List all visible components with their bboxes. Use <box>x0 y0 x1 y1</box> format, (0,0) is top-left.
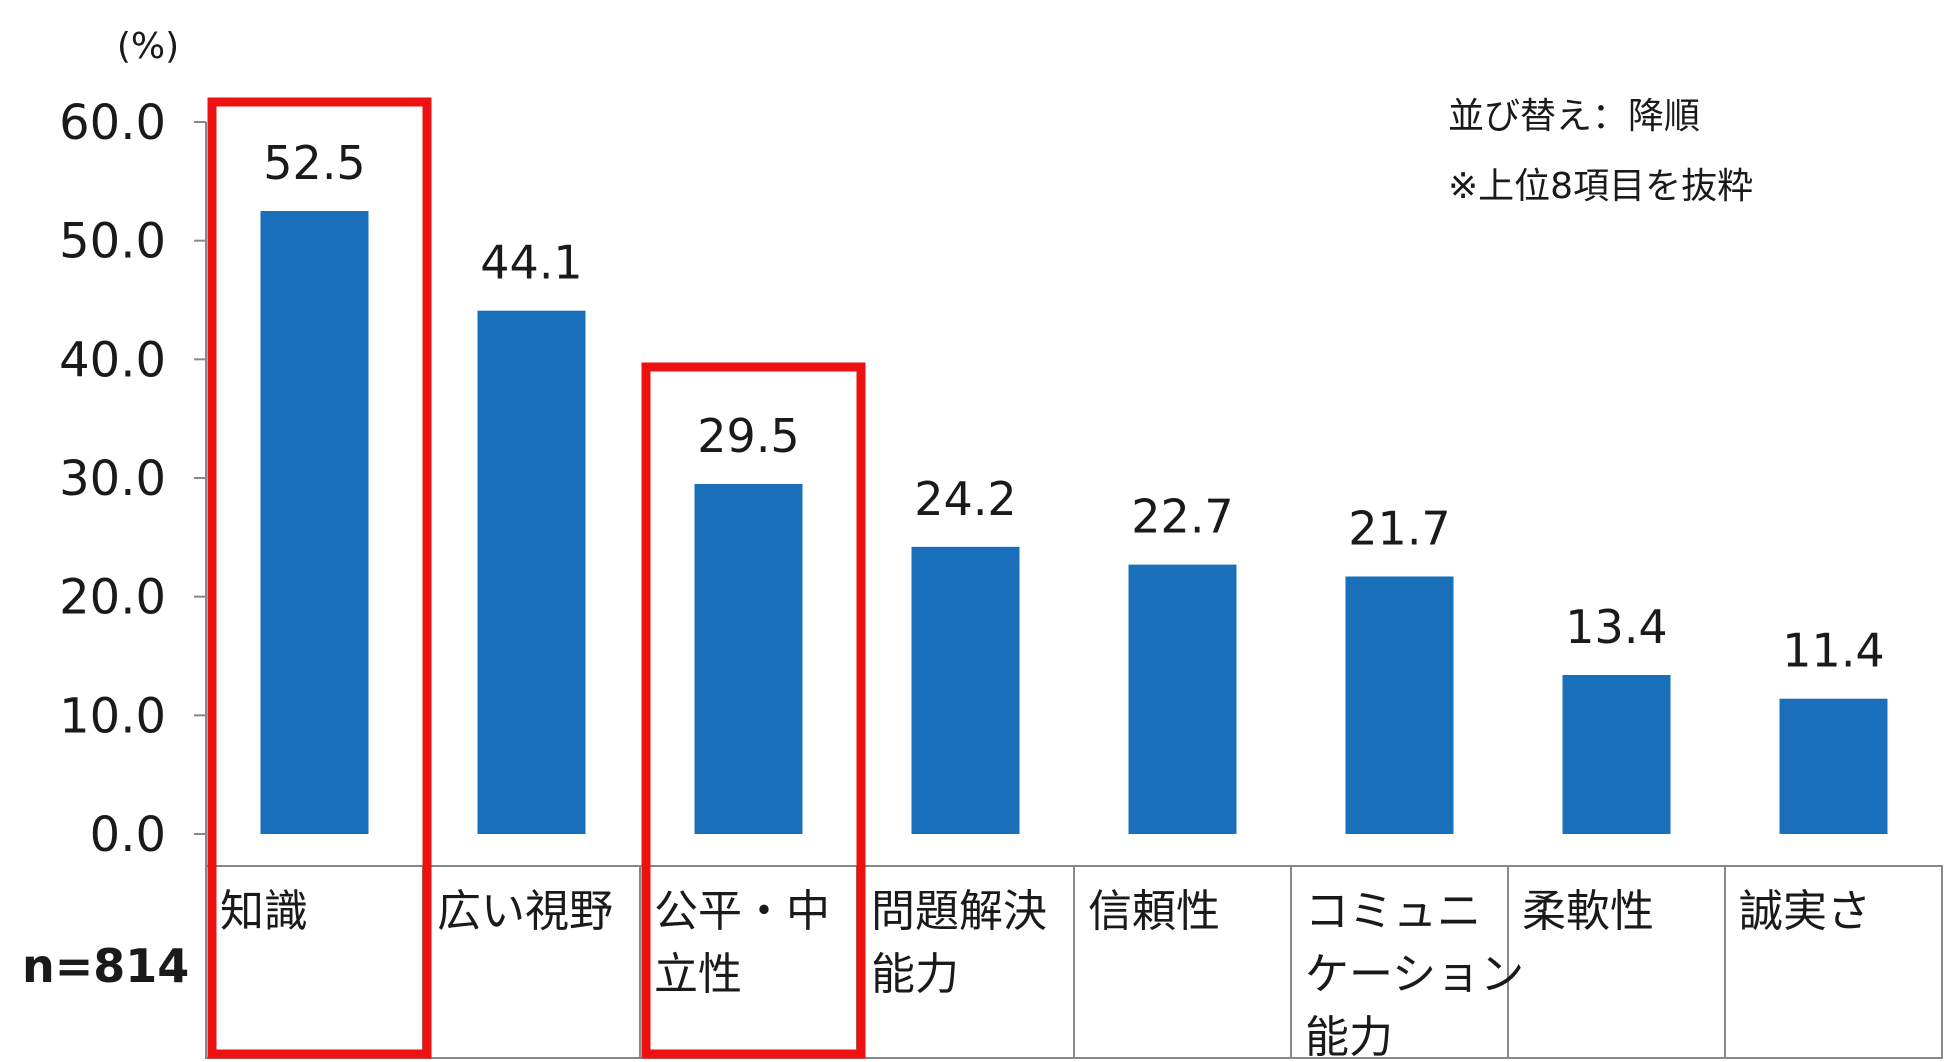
category-label: 立性 <box>654 949 742 1000</box>
bar <box>1779 698 1888 834</box>
category-label: コミュニ <box>1305 886 1481 937</box>
sort-note: 並び替え：降順 <box>1448 96 1700 137</box>
bar <box>694 483 803 834</box>
bar-value-label: 13.4 <box>1565 600 1667 654</box>
highlight-box <box>641 362 866 1059</box>
bar-value-label: 29.5 <box>697 409 799 463</box>
bar <box>477 310 586 834</box>
y-tick-label: 60.0 <box>59 95 166 151</box>
excerpt-note: ※上位8項目を抜粋 <box>1448 166 1753 207</box>
y-axis-unit-label: (%) <box>117 26 179 67</box>
bar-value-label: 24.2 <box>914 472 1016 526</box>
bar-value-label: 21.7 <box>1348 501 1450 555</box>
category-label: 柔軟性 <box>1522 886 1654 937</box>
y-tick-label: 0.0 <box>90 807 166 863</box>
bar-value-label: 22.7 <box>1131 490 1233 544</box>
category-label: 誠実さ <box>1739 886 1871 937</box>
labels-layer: 52.5 44.1 29.5 24.2 22.7 21.7 13.4 11.4 <box>263 136 1884 678</box>
category-label: 信頼性 <box>1088 886 1220 937</box>
y-tick-label: 10.0 <box>59 688 166 744</box>
bar-value-label: 52.5 <box>263 136 365 190</box>
category-label: 問題解決 <box>871 886 1047 937</box>
category-label: 広い視野 <box>437 886 613 937</box>
category-label: 公平・中 <box>654 886 830 937</box>
category-label: ケーション <box>1305 949 1524 1000</box>
bars-layer <box>260 211 1888 834</box>
category-label: 知識 <box>220 886 308 937</box>
y-tick-label: 20.0 <box>59 570 166 626</box>
bar <box>1562 674 1671 834</box>
bar <box>1345 576 1454 834</box>
category-label: 能力 <box>871 949 959 1000</box>
bar <box>260 211 369 834</box>
axes-layer: 0.0 10.0 20.0 30.0 40.0 50.0 60.0 <box>59 95 207 863</box>
y-tick-label: 30.0 <box>59 451 166 507</box>
bar-value-label: 11.4 <box>1782 624 1884 678</box>
highlight-box <box>207 97 432 1059</box>
bar <box>1128 564 1237 834</box>
highlight-boxes <box>207 97 866 1059</box>
y-tick-label: 50.0 <box>59 214 166 270</box>
bar-value-label: 44.1 <box>480 236 582 290</box>
bar <box>911 546 1020 834</box>
category-label: 能力 <box>1305 1012 1393 1062</box>
y-tick-label: 40.0 <box>59 332 166 388</box>
sample-size-label: n=814 <box>22 939 189 993</box>
